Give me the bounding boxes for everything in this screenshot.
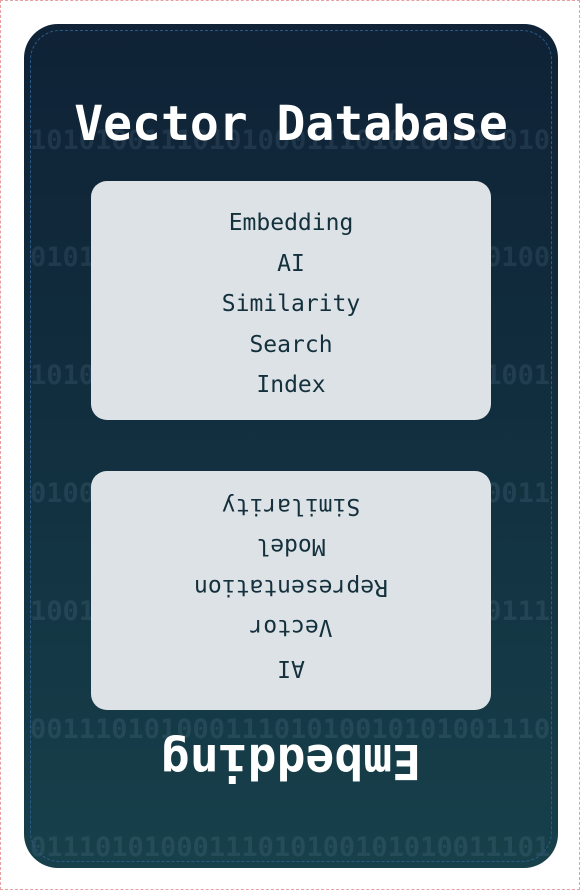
keyword-item: Similarity (91, 284, 491, 325)
card-title: Vector Database (24, 94, 558, 154)
binary-row: 01110101000111010100101010011101 (30, 828, 558, 867)
keyword-item: Index (91, 365, 491, 406)
keyword-item: Embedding (91, 203, 491, 244)
keyword-list: AI Vector Representation Model Similarit… (91, 486, 491, 689)
keyword-item: Representation (91, 567, 491, 608)
keyword-panel-top: Embedding AI Similarity Search Index (91, 181, 491, 420)
keyword-item: Model (91, 526, 491, 567)
keyword-item: AI (91, 648, 491, 689)
keyword-panel-bottom-inverted: AI Vector Representation Model Similarit… (91, 471, 491, 710)
card-bottom-title-inverted: Embedding (24, 731, 558, 791)
keyword-list: Embedding AI Similarity Search Index (91, 203, 491, 406)
vector-database-card: 10101001110101000111010100101010 0101001… (24, 24, 558, 868)
keyword-item: Search (91, 325, 491, 366)
keyword-item: Vector (91, 607, 491, 648)
keyword-item: Similarity (91, 486, 491, 527)
keyword-item: AI (91, 244, 491, 285)
